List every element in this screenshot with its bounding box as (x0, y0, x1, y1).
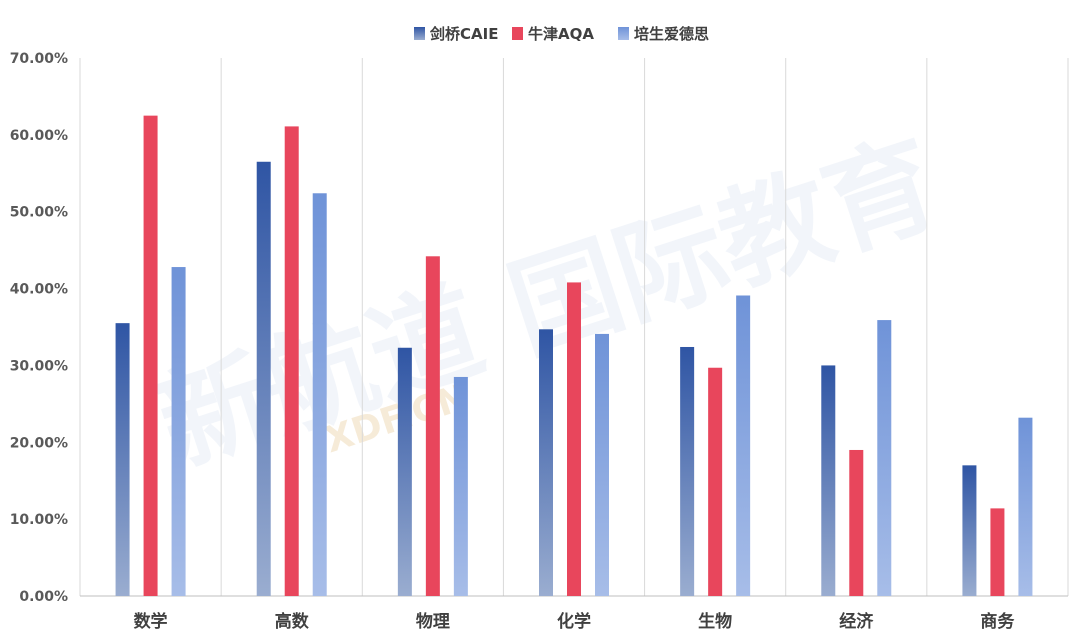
bar-2-5 (708, 367, 723, 596)
legend-swatch (512, 27, 523, 40)
y-tick-label: 0.00% (19, 589, 68, 605)
x-category-label: 高数 (275, 611, 310, 632)
bar-1-6 (821, 365, 836, 596)
y-tick-label: 50.00% (10, 205, 68, 221)
legend-swatch (618, 27, 629, 40)
legend: 剑桥CAIE 牛津AQA 培生爱德思 (414, 25, 709, 43)
x-category-label: 商务 (980, 611, 1015, 632)
x-category-label: 数学 (134, 611, 168, 632)
y-axis-ticks: 0.00% 10.00% 20.00% 30.00% 40.00% 50.00% 60.00… (10, 51, 68, 605)
bar-1-1 (115, 323, 130, 596)
x-category-label: 经济 (839, 611, 874, 632)
legend-label: 培生爱德思 (634, 25, 709, 43)
bar-3-7 (1018, 417, 1033, 596)
bar-3-2 (312, 193, 327, 597)
y-tick-label: 30.00% (10, 358, 68, 374)
bar-1-5 (680, 346, 695, 596)
y-tick-label: 10.00% (10, 512, 68, 528)
bar-2-2 (284, 126, 299, 596)
x-category-label: 物理 (416, 611, 450, 632)
bar-2-3 (425, 256, 440, 596)
x-axis-categories: 数学 高数 物理 化学 生物 经济 商务 (134, 611, 1016, 632)
bar-3-4 (595, 333, 609, 596)
legend-label: 剑桥CAIE (429, 25, 498, 43)
bar-2-4 (567, 282, 581, 596)
y-tick-label: 20.00% (10, 435, 68, 451)
bar-1-4 (539, 329, 553, 596)
bar-3-5 (736, 295, 751, 596)
y-tick-label: 40.00% (10, 282, 68, 298)
bar-3-6 (877, 320, 892, 596)
bar-3-1 (171, 267, 186, 596)
legend-swatch (414, 27, 425, 40)
bar-1-3 (397, 347, 412, 596)
x-category-label: 生物 (698, 611, 732, 632)
bar-3-3 (453, 376, 468, 596)
bar-2-6 (849, 449, 864, 596)
y-tick-label: 70.00% (10, 51, 68, 67)
x-category-label: 化学 (557, 611, 591, 632)
legend-label: 牛津AQA (528, 25, 594, 43)
bar-1-7 (962, 465, 977, 596)
y-tick-label: 60.00% (10, 128, 68, 144)
grid-lines (79, 58, 1069, 597)
bar-1-2 (256, 161, 271, 596)
bar-2-1 (143, 115, 158, 597)
bars (115, 115, 1033, 597)
bar-2-7 (990, 508, 1005, 596)
